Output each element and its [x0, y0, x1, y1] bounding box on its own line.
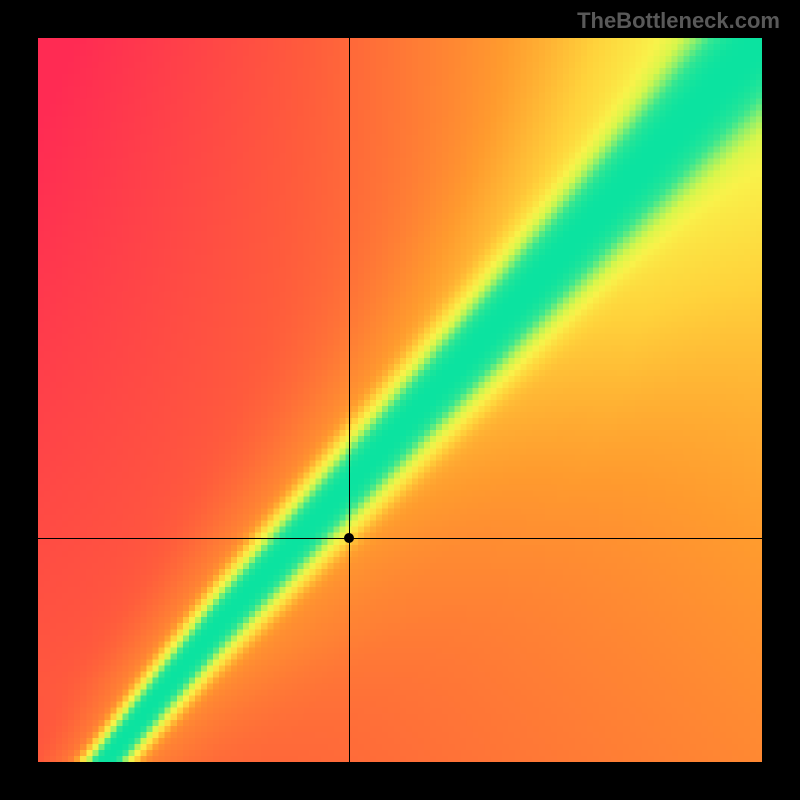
- crosshair-horizontal: [38, 538, 762, 539]
- plot-area: [38, 38, 762, 762]
- marker-point: [344, 533, 354, 543]
- heatmap-canvas: [38, 38, 762, 762]
- crosshair-vertical: [349, 38, 350, 762]
- watermark-text: TheBottleneck.com: [577, 8, 780, 34]
